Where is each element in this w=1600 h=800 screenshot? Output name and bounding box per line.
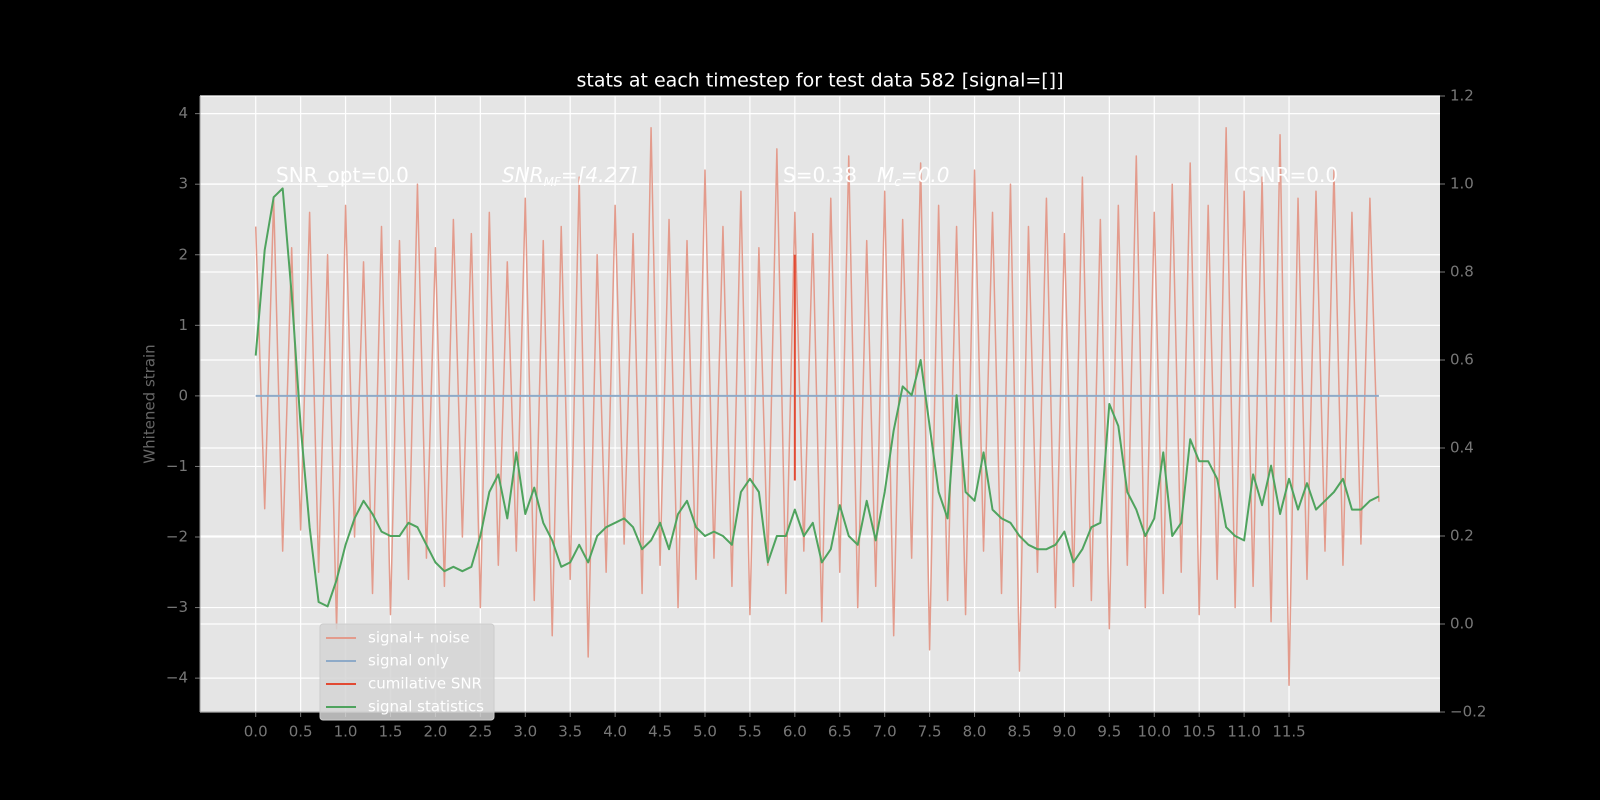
x-tick-label: 5.5	[738, 723, 762, 741]
y-tick-label: −1	[166, 457, 188, 475]
x-tick-label: 10.0	[1138, 723, 1171, 741]
chart-title: stats at each timestep for test data 582…	[576, 70, 1063, 92]
y2-tick-label: 1.0	[1450, 175, 1474, 193]
annotation: SNR_opt=0.0	[276, 163, 409, 187]
x-tick-label: 8.0	[963, 723, 987, 741]
x-tick-label: 11.0	[1227, 723, 1260, 741]
annotation-part: S=0.38	[783, 163, 857, 187]
annotation-part: MF	[544, 175, 562, 189]
y-tick-label: −3	[166, 598, 188, 616]
y2-tick-label: −0.2	[1450, 703, 1486, 721]
y2-tick-label: 0.4	[1450, 439, 1474, 457]
x-tick-label: 9.5	[1097, 723, 1121, 741]
x-tick-label: 4.5	[648, 723, 672, 741]
x-tick-label: 3.5	[558, 723, 582, 741]
x-tick-label: 11.5	[1272, 723, 1305, 741]
x-tick-label: 1.0	[334, 723, 358, 741]
annotation-part: M	[877, 163, 894, 187]
series-line	[254, 127, 1380, 686]
x-tick-label: 1.5	[379, 723, 403, 741]
annotation: CSNR=0.0	[1234, 163, 1338, 187]
plot-area	[200, 96, 1440, 712]
x-tick-label: 0.0	[244, 723, 268, 741]
y-tick-label: 0	[178, 386, 188, 404]
legend: signal+ noise signal only cumilative SNR si…	[319, 623, 495, 721]
legend-label: signal statistics	[368, 698, 484, 716]
x-tick-label: 7.5	[918, 723, 942, 741]
x-tick-label: 8.5	[1008, 723, 1032, 741]
annotation-part: SNR_opt=0.0	[276, 163, 409, 187]
x-tick-label: 6.5	[828, 723, 852, 741]
annotation-part: =[4.27]	[561, 163, 638, 187]
annotation: Mc=0.0	[877, 163, 949, 189]
y2-tick-label: 0.0	[1450, 615, 1474, 633]
x-tick-label: 6.0	[783, 723, 807, 741]
legend-label: signal+ noise	[368, 629, 470, 647]
legend-box	[319, 623, 495, 721]
y-tick-label: −4	[166, 669, 188, 687]
y-axis-label: Whitened strain	[141, 344, 159, 463]
y-tick-label: 3	[178, 175, 188, 193]
annotation-part: CSNR=0.0	[1234, 163, 1338, 187]
legend-label: signal only	[368, 652, 449, 670]
x-tick-label: 0.5	[289, 723, 313, 741]
x-tick-label: 2.0	[423, 723, 447, 741]
y-tick-label: −2	[166, 528, 188, 546]
x-tick-label: 2.5	[468, 723, 492, 741]
y2-tick-label: 1.2	[1450, 87, 1474, 105]
x-tick-label: 10.5	[1182, 723, 1215, 741]
annotation: S=0.38	[783, 163, 857, 187]
y2-tick-label: 0.2	[1450, 527, 1474, 545]
y2-tick-label: 0.8	[1450, 263, 1474, 281]
x-tick-label: 4.0	[603, 723, 627, 741]
annotation-part: c	[894, 175, 901, 189]
y-tick-label: 1	[178, 316, 188, 334]
series-line	[254, 187, 1380, 608]
x-tick-label: 5.0	[693, 723, 717, 741]
x-tick-label: 3.0	[513, 723, 537, 741]
annotation: SNRMF=[4.27]	[502, 163, 638, 189]
x-tick-label: 9.0	[1052, 723, 1076, 741]
annotation-part: SNR	[502, 163, 544, 187]
y-tick-label: 2	[178, 245, 188, 263]
x-tick-label: 7.0	[873, 723, 897, 741]
y-tick-label: 4	[178, 104, 188, 122]
annotation-part: =0.0	[901, 163, 950, 187]
y2-tick-label: 0.6	[1450, 351, 1474, 369]
legend-label: cumilative SNR	[368, 675, 482, 693]
